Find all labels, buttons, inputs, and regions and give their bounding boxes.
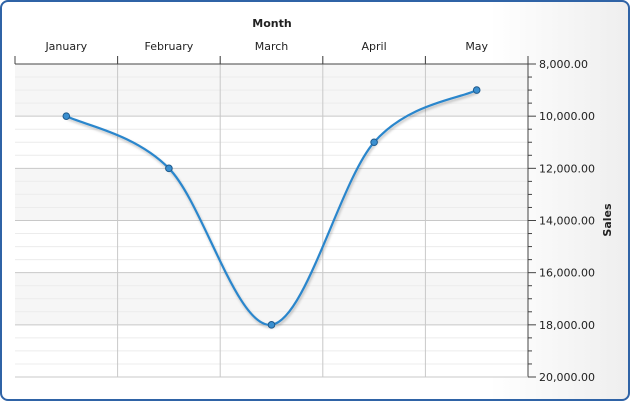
x-tick-labels: January February March April May	[44, 40, 488, 53]
x-tick-label: March	[255, 40, 289, 53]
y-axis-title: Sales	[601, 203, 614, 237]
y-tick-label: 10,000.00	[539, 110, 595, 123]
y-tick-label: 12,000.00	[539, 162, 595, 175]
y-tick-label: 14,000.00	[539, 215, 595, 228]
x-tick-label: May	[465, 40, 488, 53]
data-point[interactable]	[370, 138, 378, 147]
y-tick-label: 16,000.00	[539, 267, 595, 280]
axes	[14, 56, 536, 378]
data-point[interactable]	[267, 321, 276, 329]
x-tick-label: January	[44, 40, 87, 53]
y-tick-label: 8,000.00	[539, 58, 588, 71]
y-tick-labels: 8,000.00 10,000.00 12,000.00 14,000.00 16,00…	[539, 58, 595, 384]
x-axis-title: Month	[252, 17, 291, 30]
data-point[interactable]	[472, 86, 481, 94]
data-point[interactable]	[165, 164, 173, 173]
x-tick-label: February	[145, 40, 194, 53]
points-layer	[62, 86, 481, 329]
x-tick-label: April	[362, 40, 387, 53]
data-point[interactable]	[62, 112, 71, 120]
y-tick-label: 18,000.00	[539, 319, 595, 332]
y-tick-label: 20,000.00	[539, 371, 595, 384]
